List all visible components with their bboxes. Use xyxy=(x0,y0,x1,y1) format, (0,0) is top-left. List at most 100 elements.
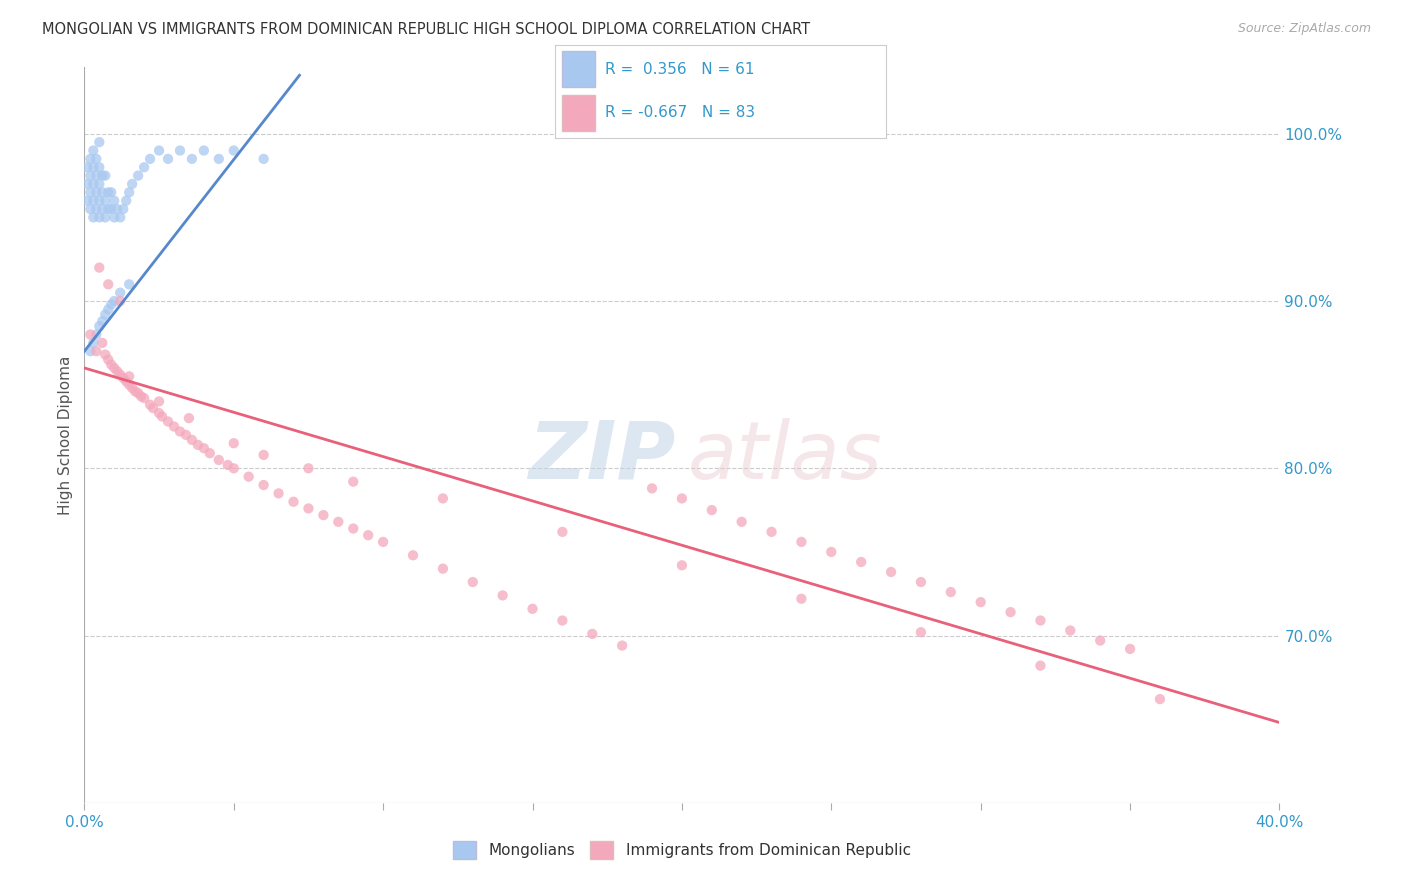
Point xyxy=(222,461,245,475)
Point xyxy=(970,595,993,609)
Point xyxy=(820,545,842,559)
Y-axis label: High School Diploma: High School Diploma xyxy=(58,355,73,515)
Point xyxy=(939,585,962,599)
Point xyxy=(581,627,603,641)
Point xyxy=(169,144,191,158)
Point xyxy=(127,386,149,401)
Point xyxy=(82,177,104,191)
Point xyxy=(1059,624,1081,638)
Point xyxy=(790,591,813,606)
Point xyxy=(1090,633,1112,648)
Point xyxy=(76,161,98,175)
Text: Source: ZipAtlas.com: Source: ZipAtlas.com xyxy=(1237,22,1371,36)
Point xyxy=(641,482,664,496)
Point xyxy=(112,202,135,216)
Point xyxy=(312,508,335,523)
Point xyxy=(103,361,125,376)
Point xyxy=(89,177,111,191)
Point xyxy=(112,371,135,385)
Point xyxy=(163,419,186,434)
Point xyxy=(297,501,319,516)
Point xyxy=(612,639,634,653)
Point xyxy=(127,169,149,183)
Point xyxy=(89,211,111,225)
Point xyxy=(115,194,138,208)
Point xyxy=(342,522,364,536)
Point xyxy=(110,368,132,382)
Point xyxy=(118,377,141,392)
Text: R = -0.667   N = 83: R = -0.667 N = 83 xyxy=(605,105,755,120)
Point xyxy=(94,169,117,183)
Point xyxy=(492,589,515,603)
Point xyxy=(402,548,425,563)
Point xyxy=(94,348,117,362)
Point xyxy=(373,534,395,549)
Point xyxy=(132,391,156,405)
Point xyxy=(121,381,143,395)
Point xyxy=(790,534,813,549)
Point xyxy=(105,364,128,378)
FancyBboxPatch shape xyxy=(562,51,595,87)
Point xyxy=(91,335,114,350)
Point xyxy=(82,144,104,158)
Point xyxy=(851,555,873,569)
Point xyxy=(86,344,108,359)
FancyBboxPatch shape xyxy=(562,95,595,131)
Point xyxy=(89,319,111,334)
Point xyxy=(148,394,170,409)
Point xyxy=(432,491,454,506)
Point xyxy=(79,152,101,166)
Point xyxy=(94,307,117,321)
Point xyxy=(253,478,276,492)
Point xyxy=(177,411,200,425)
Point xyxy=(129,389,152,403)
Point xyxy=(97,277,120,292)
Point xyxy=(181,152,204,166)
Text: ZIP: ZIP xyxy=(529,418,676,496)
Point xyxy=(118,277,141,292)
Point xyxy=(283,495,305,509)
Point xyxy=(551,614,574,628)
Point xyxy=(110,294,132,309)
Point xyxy=(169,425,191,439)
Point xyxy=(82,161,104,175)
Point xyxy=(76,177,98,191)
Point xyxy=(100,186,122,200)
Point xyxy=(110,285,132,300)
Point xyxy=(1029,614,1052,628)
Point xyxy=(103,294,125,309)
Point xyxy=(761,524,783,539)
Point xyxy=(79,327,101,342)
Point xyxy=(103,211,125,225)
Point xyxy=(76,194,98,208)
Point xyxy=(132,161,156,175)
Point xyxy=(222,436,245,450)
Point xyxy=(461,575,484,590)
Point xyxy=(110,211,132,225)
Point xyxy=(94,194,117,208)
Point xyxy=(79,169,101,183)
Point xyxy=(148,406,170,420)
Point xyxy=(148,144,170,158)
Point xyxy=(89,161,111,175)
Point xyxy=(97,352,120,367)
Point xyxy=(79,186,101,200)
Point xyxy=(91,202,114,216)
Point xyxy=(118,369,141,384)
Point xyxy=(551,524,574,539)
Point xyxy=(97,186,120,200)
Point xyxy=(139,152,162,166)
Point xyxy=(150,409,173,424)
Point xyxy=(100,297,122,311)
Point xyxy=(193,144,215,158)
Point xyxy=(328,515,350,529)
Point xyxy=(97,202,120,216)
Point xyxy=(139,398,162,412)
Point xyxy=(1119,642,1142,657)
Point xyxy=(671,558,693,573)
Text: MONGOLIAN VS IMMIGRANTS FROM DOMINICAN REPUBLIC HIGH SCHOOL DIPLOMA CORRELATION : MONGOLIAN VS IMMIGRANTS FROM DOMINICAN R… xyxy=(42,22,810,37)
Point xyxy=(910,575,932,590)
Point xyxy=(267,486,290,500)
Point xyxy=(86,186,108,200)
Point xyxy=(91,186,114,200)
